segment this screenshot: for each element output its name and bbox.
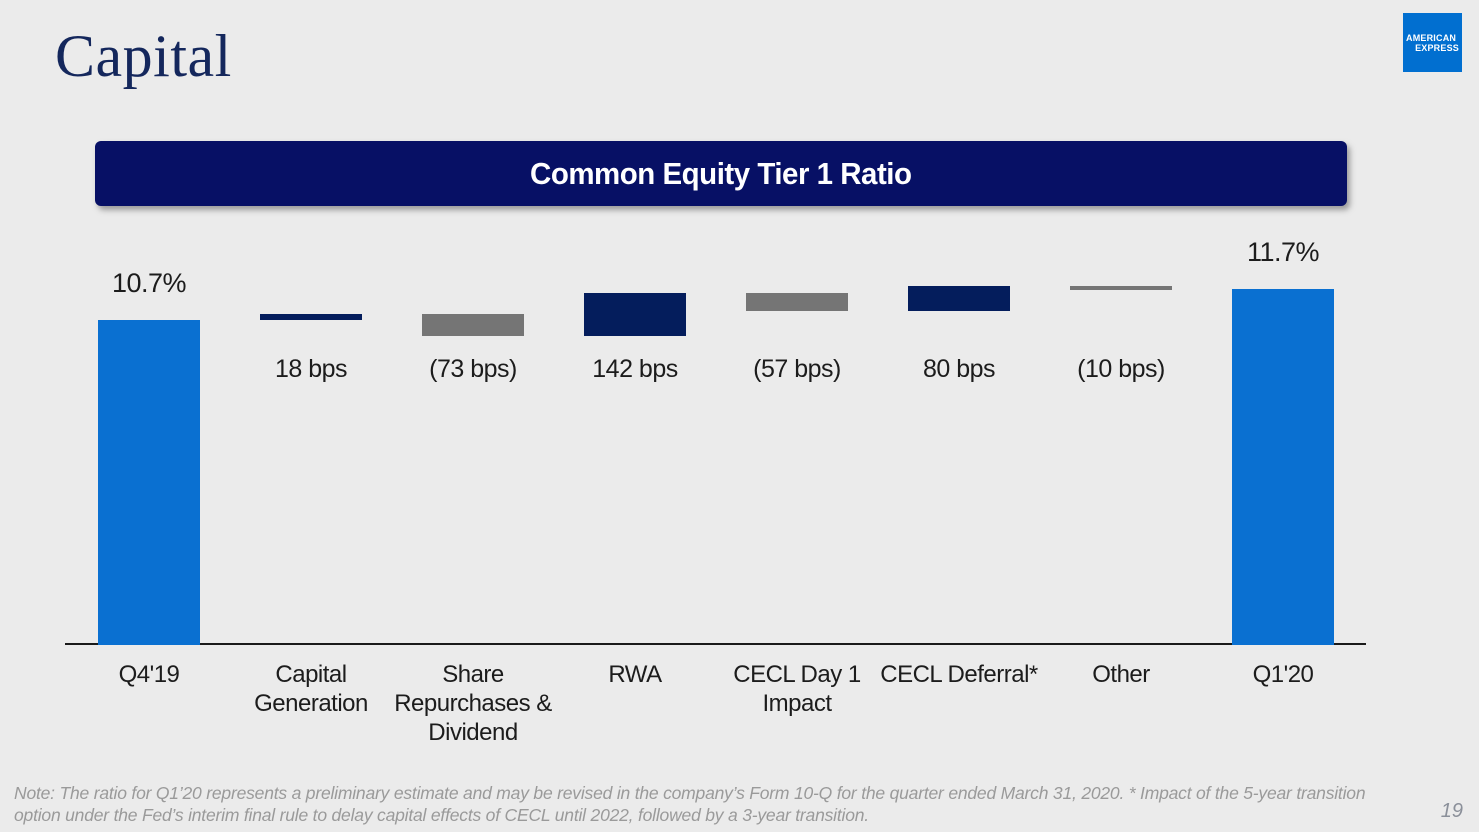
chart-title-banner: Common Equity Tier 1 Ratio [95, 141, 1347, 206]
page-number: 19 [1440, 800, 1463, 822]
category-label-cecl-deferral: CECL Deferral* [880, 661, 1038, 688]
chart-title: Common Equity Tier 1 Ratio [530, 155, 912, 191]
footnote-line1: Note: The ratio for Q1’20 represents a p… [14, 783, 1366, 803]
bar-share-repurchases-dividend [422, 314, 524, 337]
value-label-rwa: 142 bps [592, 355, 678, 383]
category-label-share-repurchases-dividend: Share Repurchases & Dividend [394, 661, 552, 746]
category-label-q1-20: Q1'20 [1252, 661, 1314, 688]
value-label-cecl-day-1-impact: (57 bps) [753, 355, 841, 383]
bar-capital-generation [260, 314, 362, 320]
value-label-q1-20: 11.7% [1246, 237, 1320, 268]
bar-q1-20 [1232, 289, 1334, 645]
category-label-capital-generation: Capital Generation [254, 661, 368, 717]
bar-rwa [584, 293, 686, 337]
category-label-q4-19: Q4'19 [118, 661, 180, 688]
value-label-q4-19: 10.7% [111, 267, 187, 298]
bar-cecl-day-1-impact [746, 293, 848, 311]
logo-text-line1: AMERICAN [1406, 32, 1457, 43]
footnote: Note: The ratio for Q1’20 represents a p… [14, 783, 1404, 826]
value-label-capital-generation: 18 bps [274, 355, 348, 383]
footnote-line2: option under the Fed’s interim final rul… [14, 804, 869, 825]
bar-q4-19 [98, 319, 200, 645]
category-label-cecl-day-1-impact: CECL Day 1 Impact [733, 661, 861, 717]
american-express-logo: AMERICAN EXPRESS [1403, 13, 1462, 72]
waterfall-chart: 10.7% Q4'19 18 bps Capital Generation (73 bp… [65, 237, 1366, 746]
value-label-cecl-deferral: 80 bps [922, 355, 996, 383]
category-label-other: Other [1092, 661, 1150, 688]
bar-other [1070, 286, 1172, 291]
category-label-rwa: RWA [608, 661, 662, 688]
logo-text-line2: EXPRESS [1415, 42, 1459, 53]
bar-cecl-deferral [908, 286, 1010, 311]
value-label-other: (10 bps) [1077, 355, 1165, 383]
value-label-share-repurchases-dividend: (73 bps) [429, 355, 517, 383]
page-title: Capital [55, 23, 232, 89]
